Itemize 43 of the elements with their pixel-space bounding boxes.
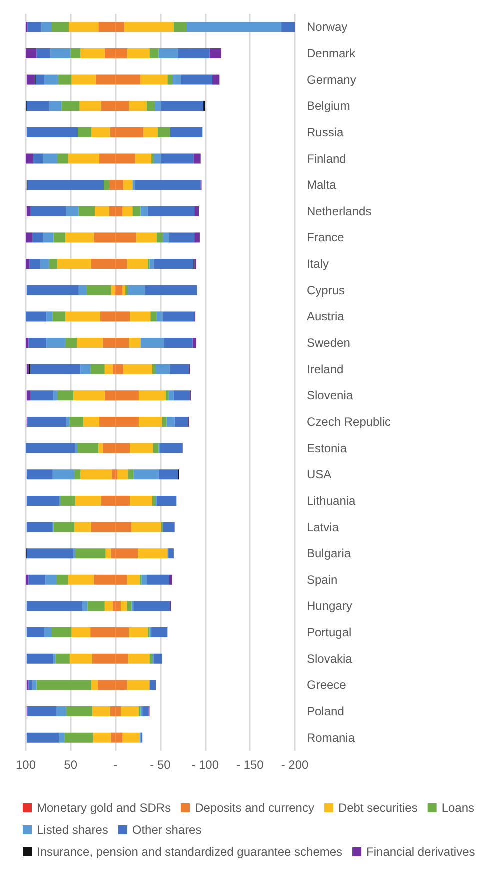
y-tick-label: Austria [307,310,345,324]
y-tick-label: Czech Republic [307,414,392,429]
y-tick-label: Russia [307,125,344,140]
x-tick-label: - 200 [281,758,309,772]
legend-label: Deposits and currency [195,801,314,815]
x-tick-label: - 100 [192,758,220,772]
y-tick-label: Cyprus [307,283,346,298]
y-tick-label: Germany [307,72,356,87]
y-tick-label: Romania [307,730,356,745]
y-tick-label: Belgium [307,99,350,114]
y-tick-label: Poland [307,704,344,719]
x-tick-label: - [114,758,118,772]
y-tick-label: Malta [307,178,337,192]
y-tick-label: Spain [307,572,338,587]
y-tick-label: Greece [307,678,347,692]
y-tick-label: Latvia [307,520,340,534]
y-tick-label: Sweden [307,336,350,350]
x-tick-label: 100 [16,758,36,772]
y-tick-label: Finland [307,152,346,166]
x-tick-label: 50 [64,758,78,772]
y-tick-label: Portugal [307,626,352,640]
x-tick-label: - 150 [236,758,264,772]
y-tick-label: Bulgaria [307,546,352,561]
legend-label: Insurance, pension and standardized guarantee schemes [37,845,343,859]
y-tick-label: Ireland [307,362,344,376]
y-tick-label: Estonia [307,441,348,456]
y-tick-label: Denmark [307,46,357,60]
legend-label: Other shares [132,823,202,837]
y-tick-label: Norway [307,20,348,34]
y-tick-label: Slovenia [307,388,354,403]
x-tick-label: - 50 [150,758,172,772]
legend-label: Listed shares [37,823,108,837]
y-tick-label: Netherlands [307,204,372,218]
y-tick-label: Slovakia [307,652,353,666]
y-tick-label: Italy [307,257,330,272]
legend-label: Loans [442,801,475,815]
y-tick-label: France [307,230,345,245]
legend-label: Monetary gold and SDRs [37,801,172,815]
y-tick-label: Lithuania [307,494,356,508]
legend-label: Debt securities [338,801,418,815]
legend-label: Financial derivatives [366,845,476,859]
y-tick-label: Hungary [307,599,352,614]
y-tick-label: USA [307,468,332,482]
